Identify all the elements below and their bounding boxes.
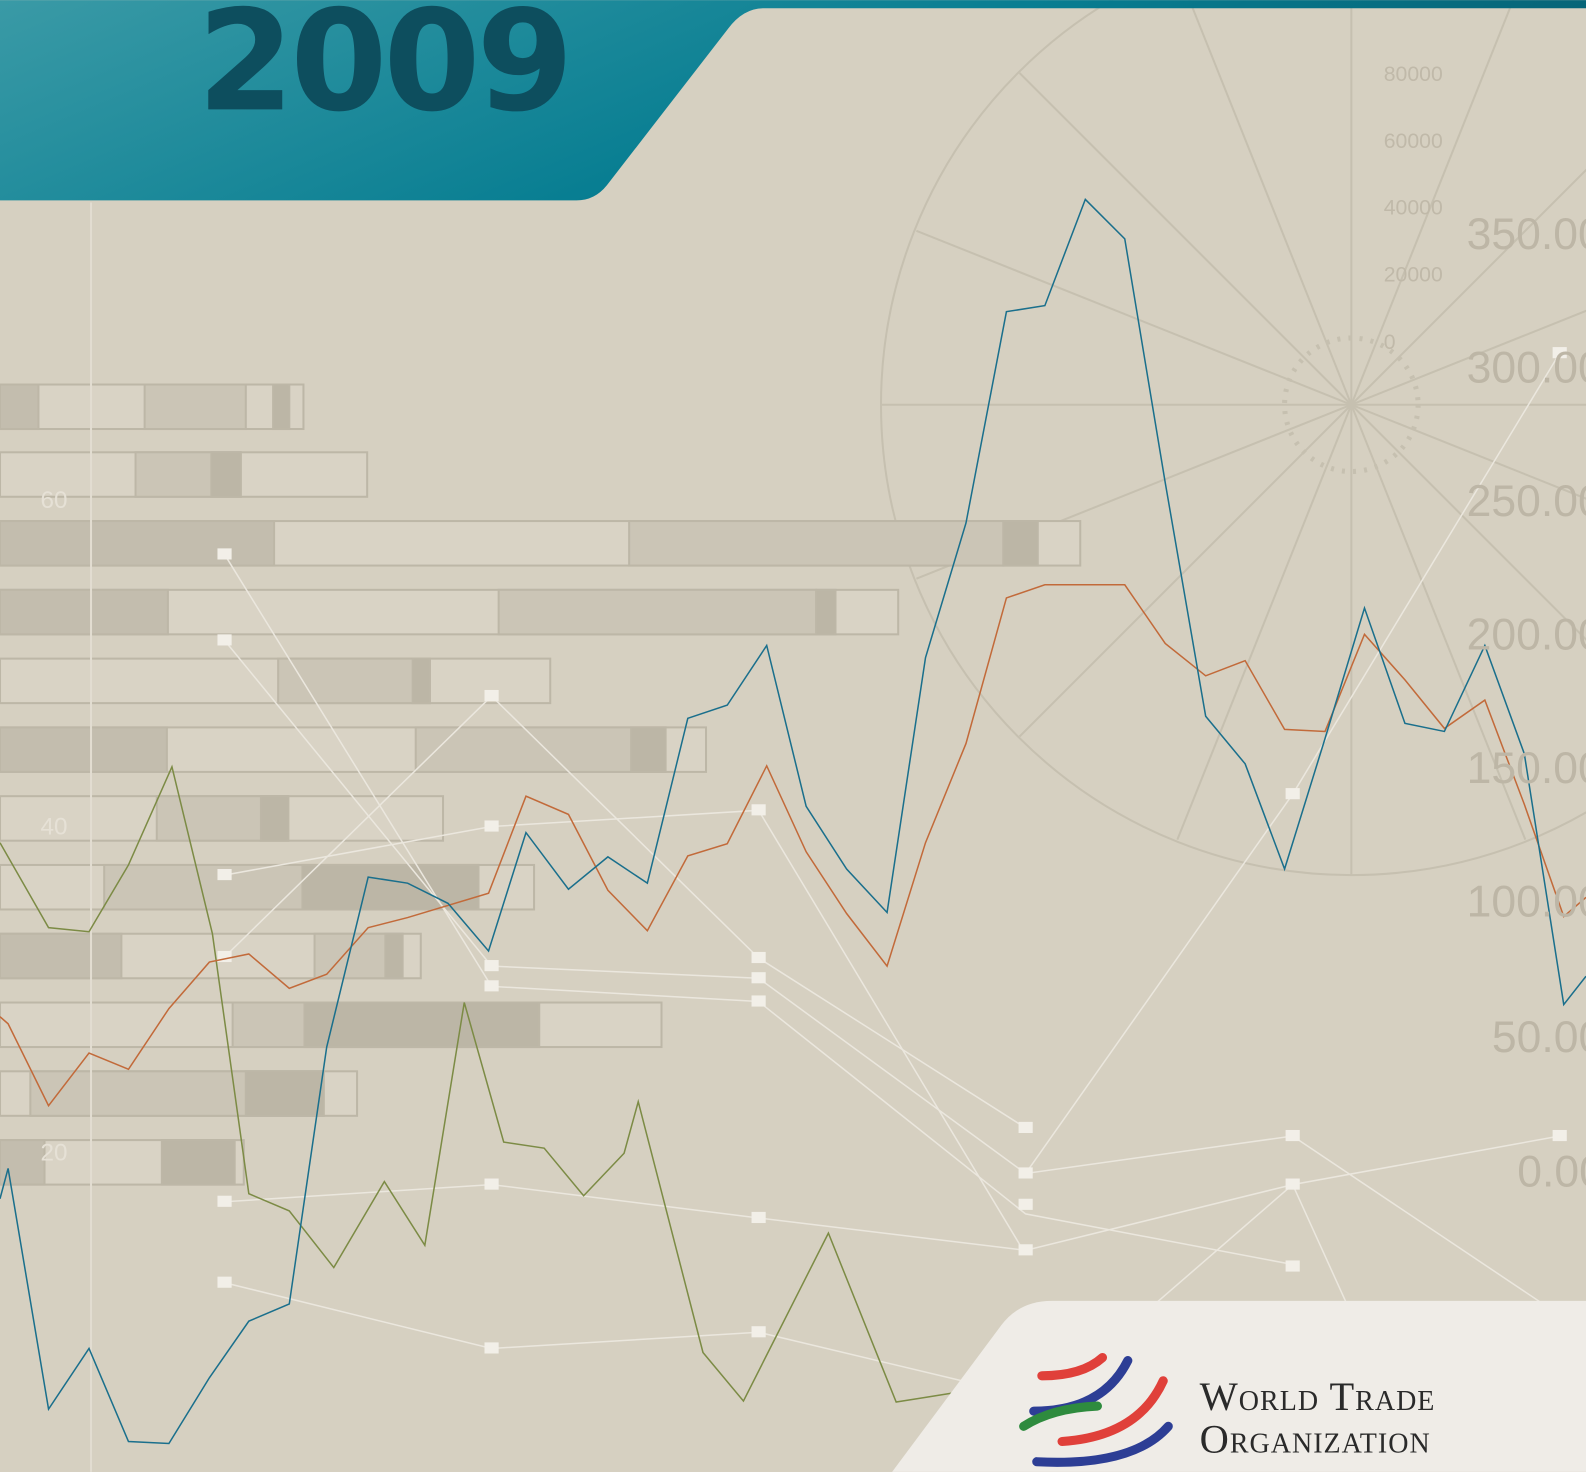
right-scale-label: 50.00 — [1492, 1013, 1586, 1062]
polar-scale-label: 80000 — [1384, 62, 1443, 86]
logo-line-1: World Trade — [1200, 1374, 1436, 1419]
left-scale-label: 20 — [40, 1139, 67, 1166]
left-scale-label: 40 — [40, 814, 67, 841]
right-scale-label: 300.00 — [1467, 343, 1586, 392]
right-scale-label: 0.00 — [1517, 1148, 1586, 1197]
polar-scale-label: 0 — [1384, 330, 1396, 354]
polar-scale-label: 20000 — [1384, 262, 1443, 286]
right-scale-label: 100.00 — [1467, 878, 1586, 927]
polar-scale-label: 40000 — [1384, 196, 1443, 220]
page: 80000 60000 40000 20000 0 350.00 300.00 … — [0, 0, 1586, 1472]
polar-scale-label: 60000 — [1384, 129, 1443, 153]
year-title: 2009 — [197, 0, 569, 142]
logo-line-2: Organization — [1200, 1417, 1431, 1462]
right-scale-label: 250.00 — [1467, 477, 1586, 526]
right-scale-label: 350.00 — [1467, 210, 1586, 259]
right-scale-label: 200.00 — [1467, 611, 1586, 660]
left-scale-label: 60 — [40, 487, 67, 514]
right-scale-label: 150.00 — [1467, 744, 1586, 793]
cover: 80000 60000 40000 20000 0 350.00 300.00 … — [0, 0, 1586, 1472]
